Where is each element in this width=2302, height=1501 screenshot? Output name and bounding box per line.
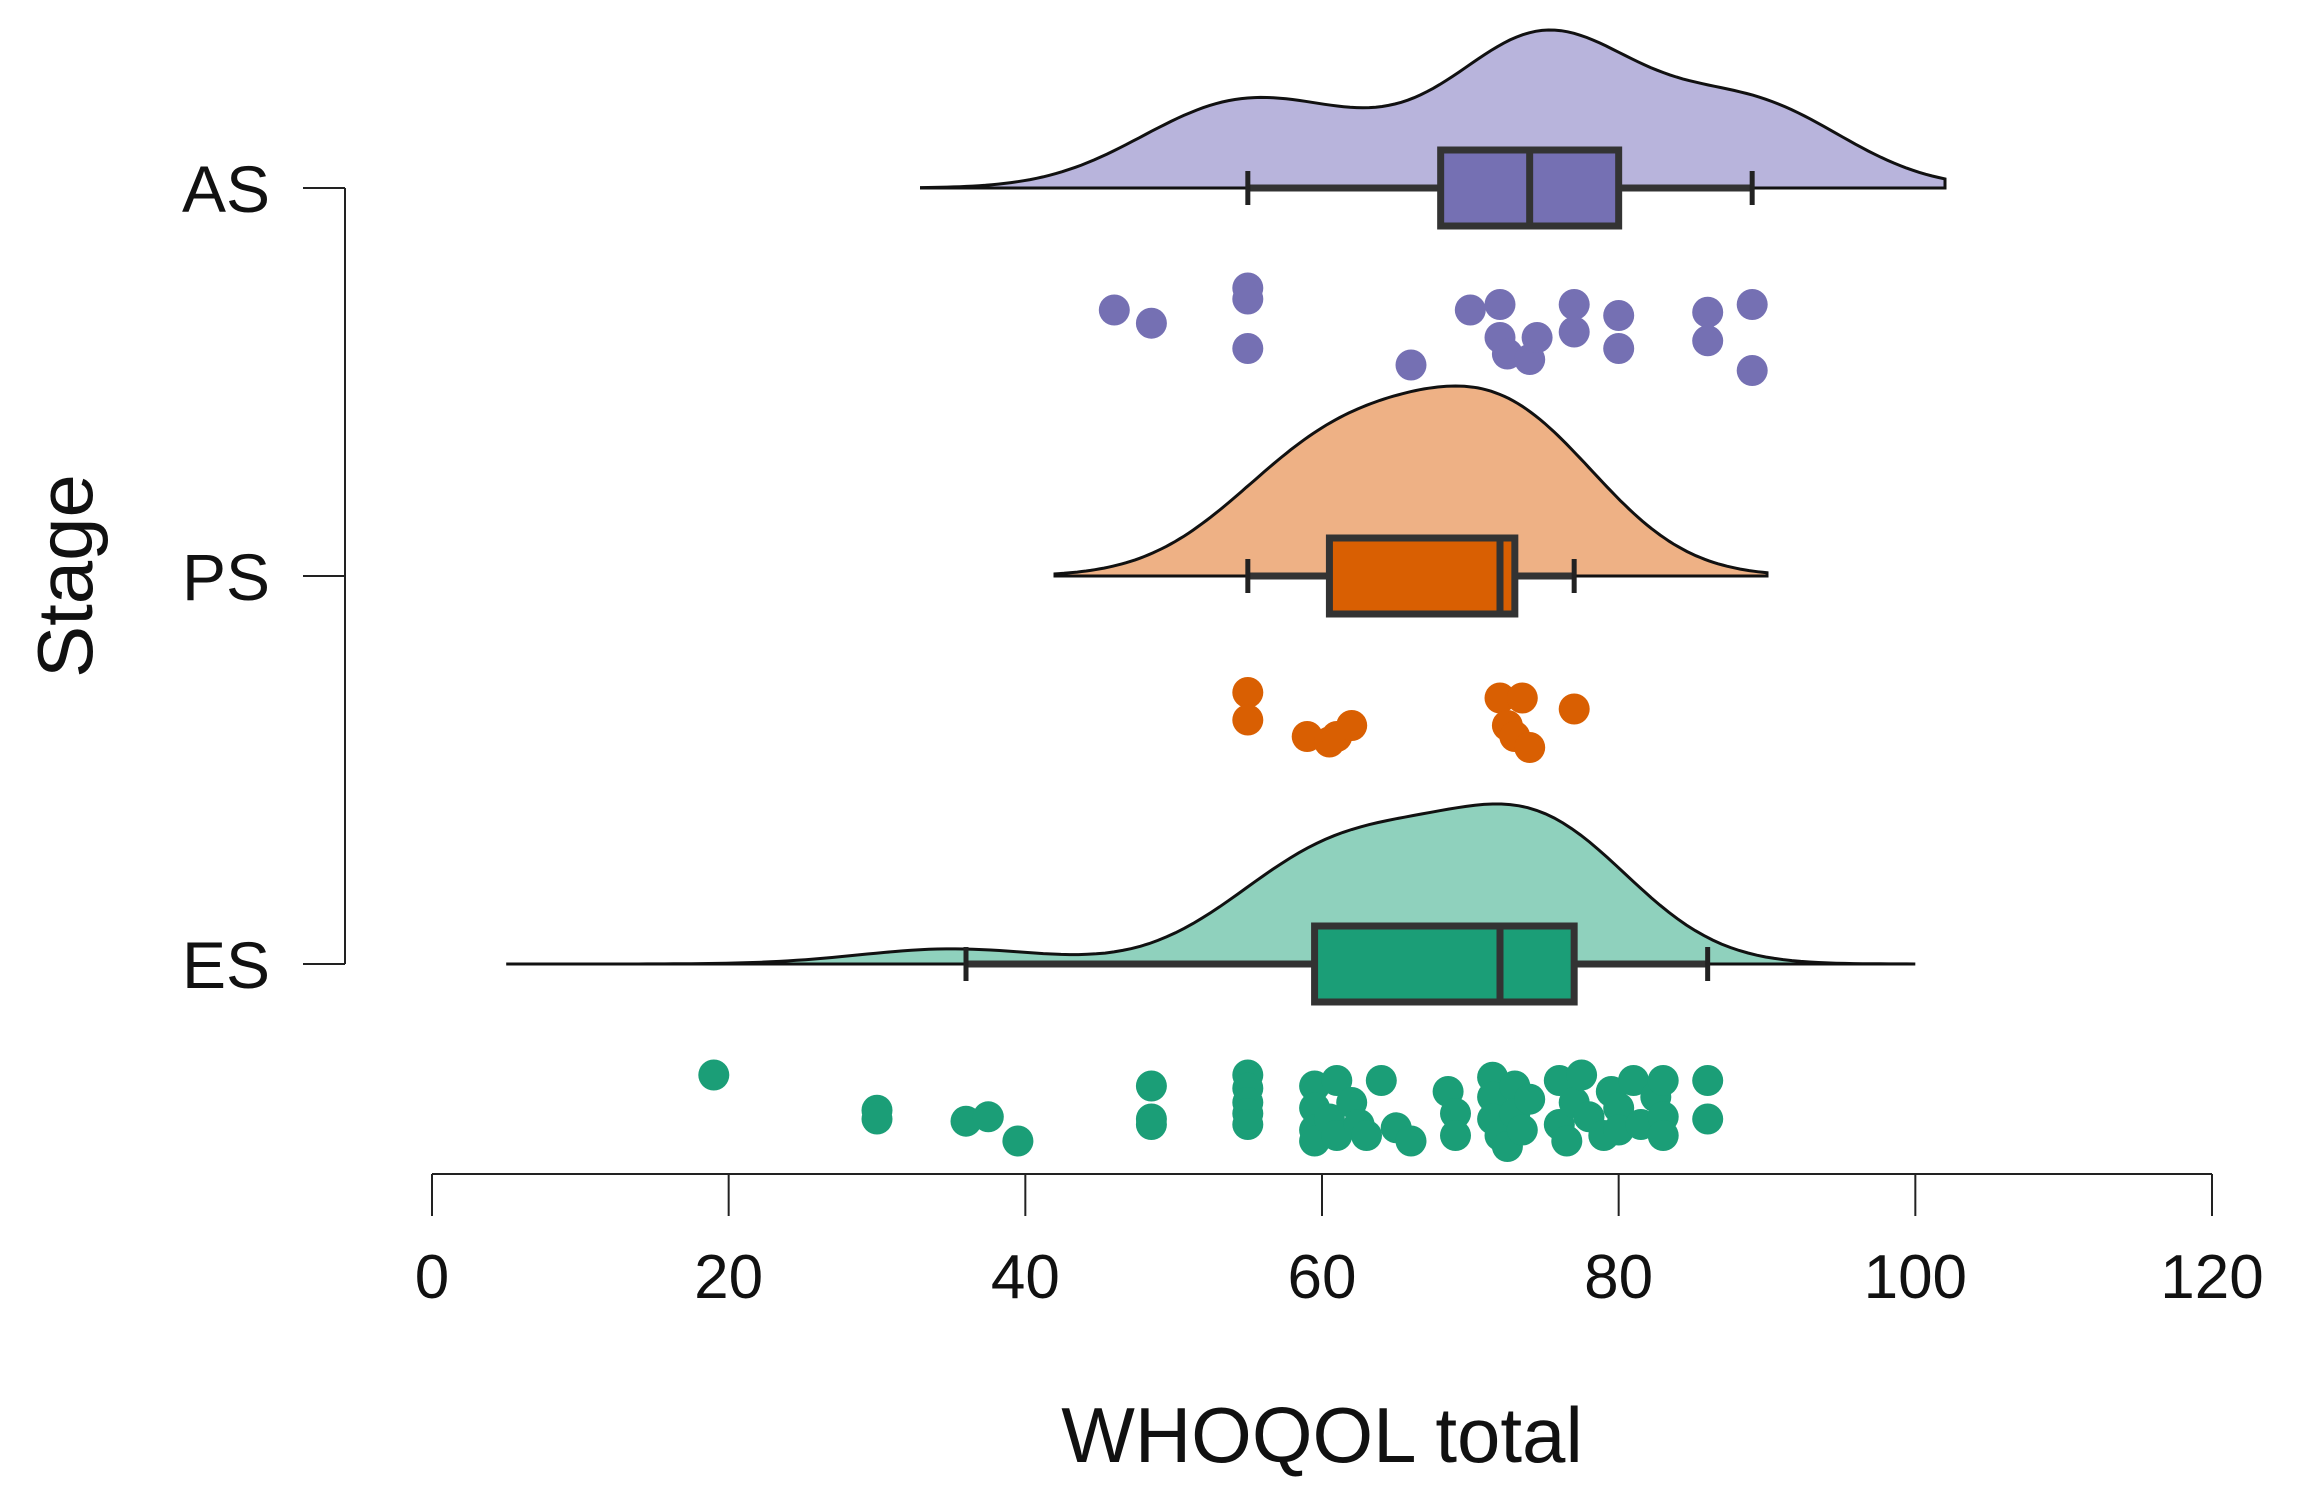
data-point <box>1692 325 1724 357</box>
boxplots <box>963 146 1755 1006</box>
data-point <box>1521 322 1553 353</box>
points-es <box>698 1059 1724 1162</box>
data-point <box>1692 296 1724 328</box>
data-point <box>1484 682 1516 714</box>
data-point <box>1551 1125 1583 1157</box>
x-tick-label: 20 <box>694 1243 763 1312</box>
data-point <box>1558 693 1590 725</box>
data-point <box>1321 1065 1353 1096</box>
x-tick-label: 40 <box>991 1243 1060 1312</box>
density-cloud-ps <box>1053 384 1769 578</box>
boxplot-as <box>1245 146 1755 230</box>
data-point <box>1647 1065 1679 1096</box>
data-point <box>1002 1125 1034 1157</box>
y-tick-label: AS <box>182 152 270 226</box>
data-point <box>861 1103 893 1135</box>
points-ps <box>1232 677 1590 763</box>
data-point <box>1514 1083 1546 1115</box>
data-point <box>698 1059 730 1091</box>
data-point <box>1647 1120 1679 1151</box>
x-axis-title: WHOQOL total <box>1061 1391 1583 1479</box>
data-point <box>1506 682 1538 714</box>
data-point <box>1692 1065 1724 1096</box>
x-tick-label: 120 <box>2160 1243 2263 1312</box>
data-point <box>1692 1103 1724 1135</box>
data-point <box>1365 1065 1397 1096</box>
data-point <box>1440 1120 1471 1151</box>
y-axis: AS PS ES <box>182 152 346 1002</box>
boxplot-ps <box>1245 534 1577 618</box>
data-point <box>1336 710 1368 741</box>
points-as <box>1098 272 1768 386</box>
box-iqr <box>1311 922 1578 1006</box>
y-tick-label: PS <box>182 540 270 614</box>
data-point <box>1506 1114 1538 1146</box>
data-point <box>1618 1065 1649 1096</box>
data-point <box>1558 289 1590 320</box>
density-clouds <box>506 28 1947 966</box>
data-point <box>1135 1070 1167 1102</box>
data-point <box>1566 1059 1598 1091</box>
data-point <box>1514 732 1546 763</box>
density-cloud-as <box>920 28 1947 190</box>
data-point <box>1232 704 1264 736</box>
data-points <box>698 272 1768 1162</box>
y-axis-title: Stage <box>21 474 109 678</box>
data-point <box>1098 294 1130 326</box>
data-point <box>1395 1125 1427 1157</box>
data-point <box>1232 677 1264 708</box>
x-tick-label: 100 <box>1864 1243 1967 1312</box>
data-point <box>1232 283 1264 315</box>
x-tick-label: 80 <box>1584 1243 1653 1312</box>
data-point <box>1440 1098 1471 1129</box>
x-tick-label: 0 <box>415 1243 449 1312</box>
data-point <box>1603 333 1635 364</box>
boxplot-es <box>963 922 1711 1006</box>
data-point <box>1558 316 1590 348</box>
data-point <box>1232 333 1264 364</box>
data-point <box>1135 307 1167 339</box>
data-point <box>1603 300 1635 331</box>
x-axis: 0 20 40 60 80 100 120 <box>415 1173 2264 1312</box>
density-cloud-es <box>506 802 1916 966</box>
data-point <box>1395 349 1427 381</box>
box-iqr <box>1325 534 1519 618</box>
y-tick-label: ES <box>182 928 270 1002</box>
data-point <box>1232 1109 1264 1140</box>
data-point <box>972 1101 1004 1133</box>
data-point <box>1736 355 1768 386</box>
data-point <box>1736 289 1768 320</box>
data-point <box>1351 1120 1382 1151</box>
data-point <box>1454 294 1486 326</box>
x-tick-label: 60 <box>1288 1243 1357 1312</box>
data-point <box>1603 1092 1635 1124</box>
data-point <box>1135 1109 1167 1140</box>
data-point <box>1484 289 1516 320</box>
